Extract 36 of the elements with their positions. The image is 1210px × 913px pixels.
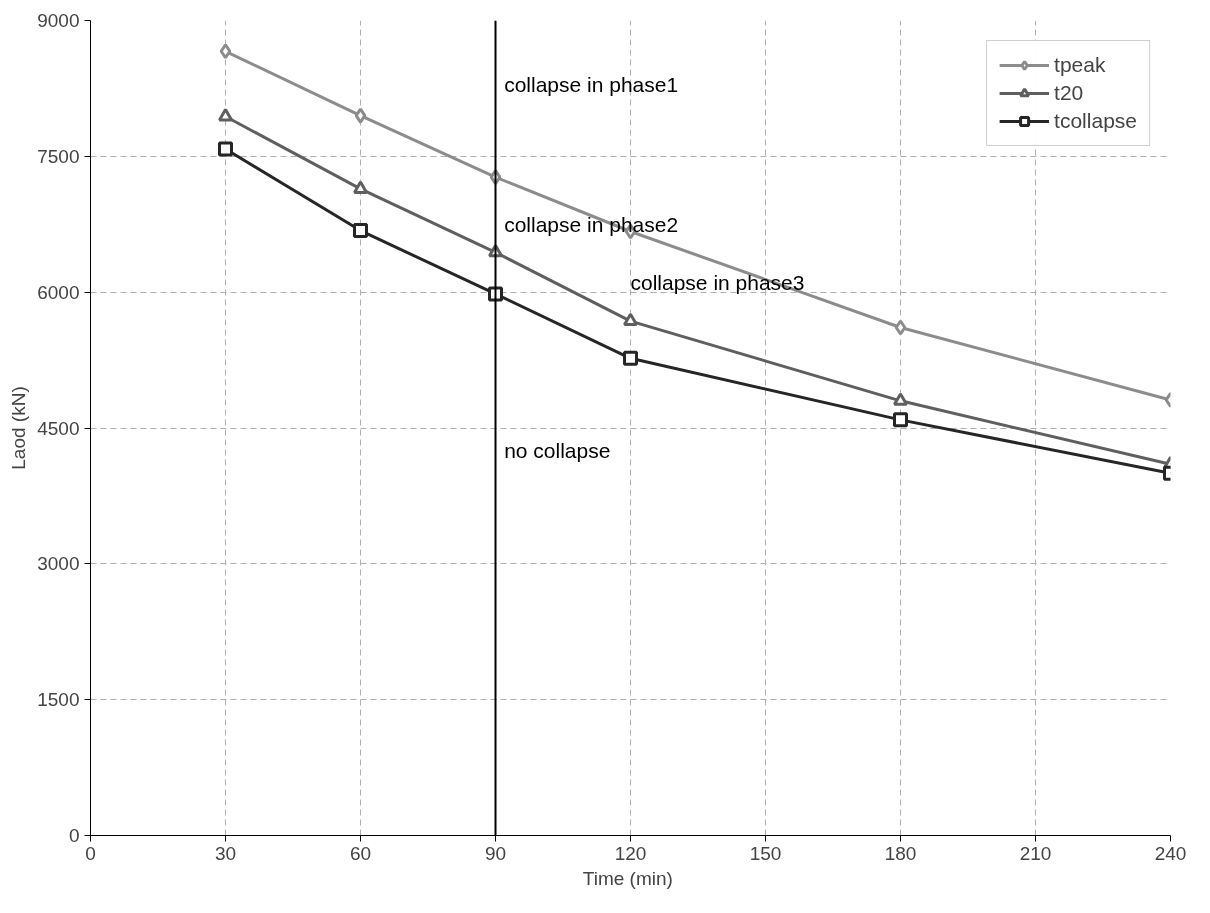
point	[219, 43, 232, 60]
x-tick-label: 0	[85, 842, 96, 864]
x-axis-title: Time (min)	[582, 867, 673, 889]
annotation: collapse in phase3	[630, 271, 805, 295]
y-tick-label: 7500	[37, 145, 80, 167]
y-tick-label: 6000	[37, 281, 80, 303]
point	[218, 141, 233, 157]
point	[893, 392, 908, 406]
y-axis-title: Laod (kN)	[8, 386, 30, 470]
point	[894, 319, 907, 336]
legend-label: tpeak	[1054, 53, 1106, 77]
x-tick-label: 60	[349, 842, 372, 864]
point	[218, 108, 233, 122]
point	[893, 412, 908, 428]
x-tick-label: 210	[1019, 842, 1052, 864]
point	[623, 350, 638, 366]
x-tick-label: 90	[484, 842, 507, 864]
y-tick-label: 0	[68, 825, 80, 846]
y-tick-label: 4500	[37, 417, 80, 439]
point	[353, 223, 368, 239]
legend-label: tcollapse	[1054, 109, 1137, 133]
x-tick-label: 180	[884, 842, 917, 864]
x-tick-label: 30	[214, 842, 237, 864]
point	[354, 107, 367, 124]
point	[623, 312, 638, 327]
annotation: collapse in phase1	[504, 72, 679, 96]
y-tick-label: 1500	[37, 689, 80, 711]
x-tick-label: 240	[1154, 842, 1187, 864]
x-tick-label: 150	[749, 842, 782, 864]
y-tick-label: 9000	[37, 10, 80, 31]
y-tick-label: 3000	[37, 553, 80, 575]
legend-label: t20	[1054, 81, 1084, 105]
point	[353, 180, 368, 194]
annotation: collapse in phase2	[504, 212, 679, 236]
x-tick-label: 120	[614, 842, 647, 864]
annotation: no collapse	[504, 439, 611, 463]
